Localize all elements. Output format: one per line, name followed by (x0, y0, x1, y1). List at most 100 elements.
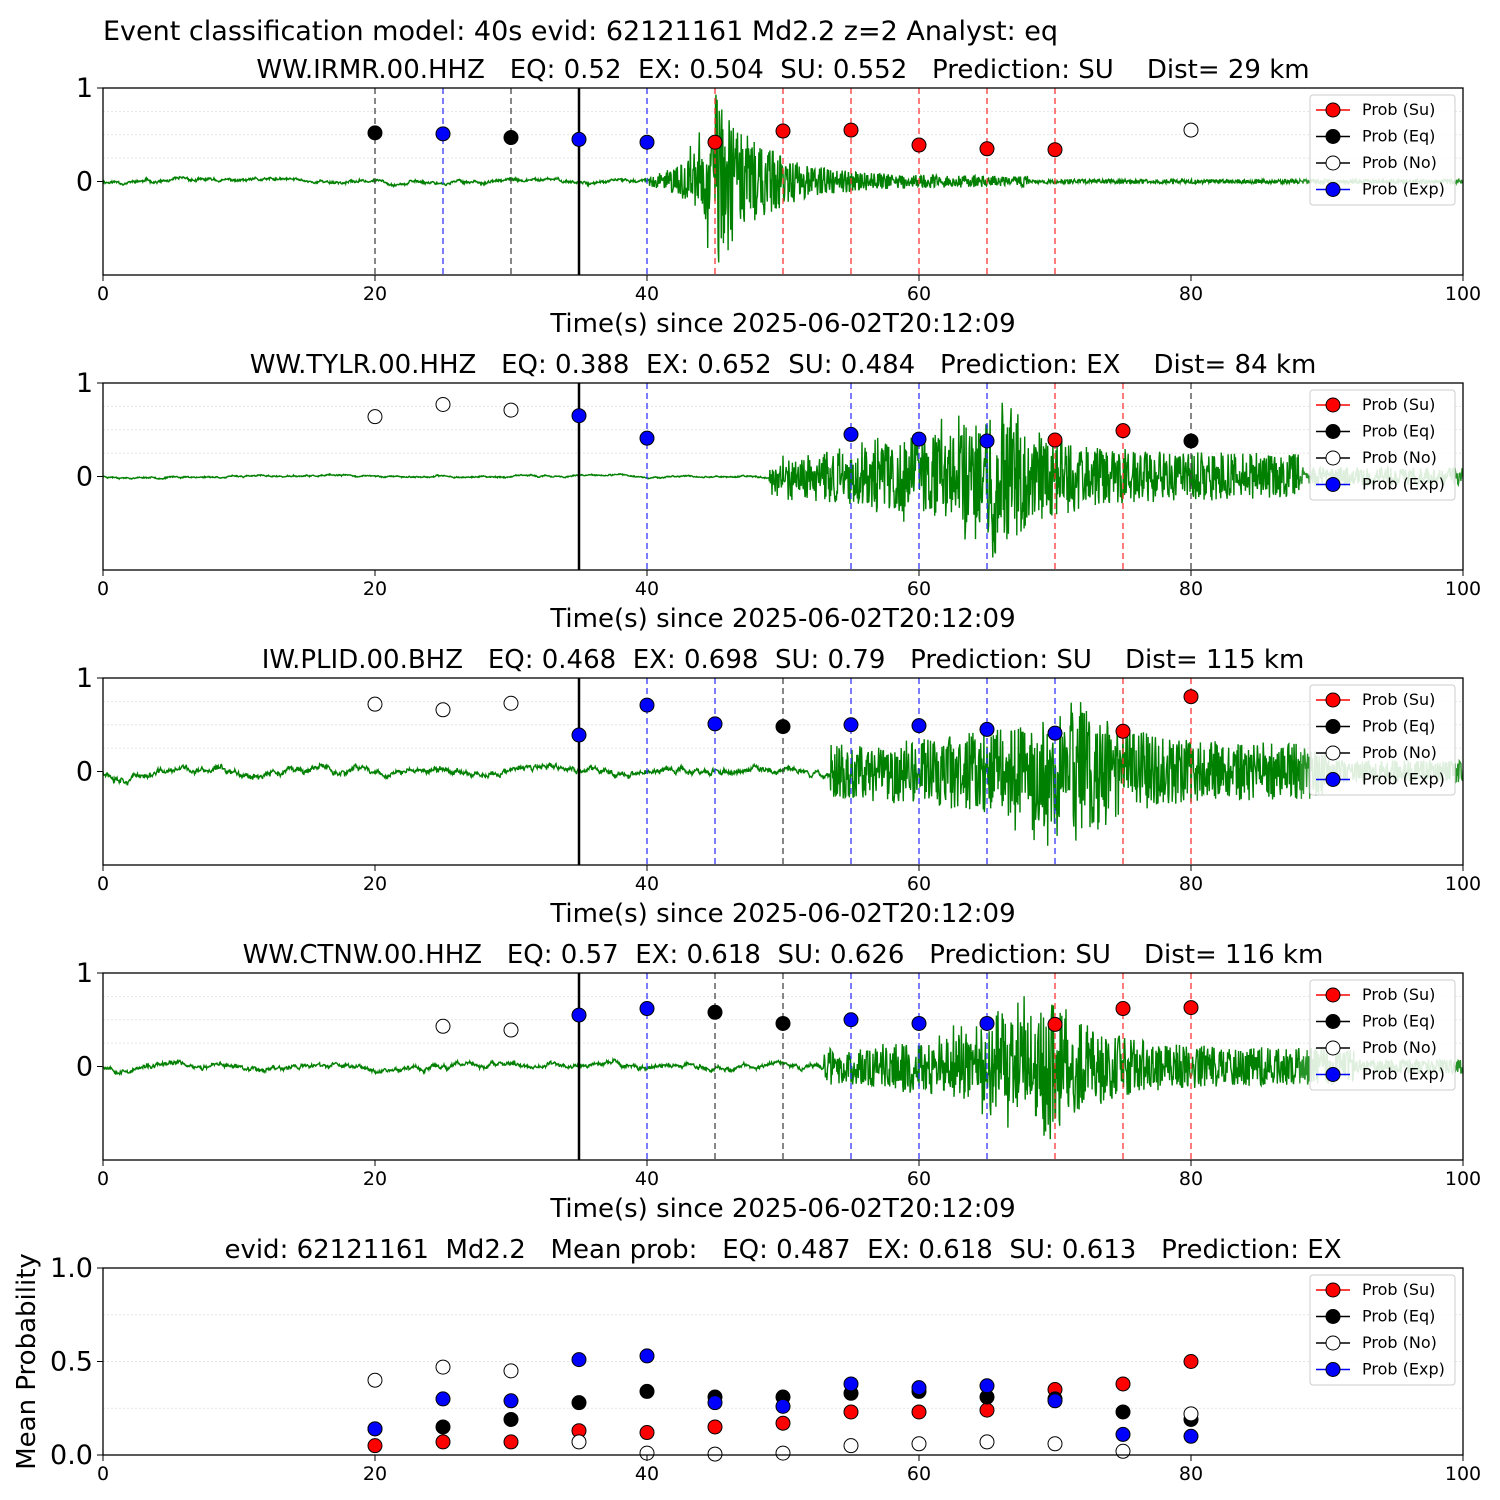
legend-marker-su (1325, 692, 1341, 708)
legend-box (1309, 979, 1456, 1091)
panel-5: 0 20 40 60 80 100 0.0 0.5 1.0 evid: 62121161 Md2.… (12, 1235, 1481, 1485)
legend-label-su: Prob (Su) (1362, 1280, 1435, 1299)
legend-label-no: Prob (No) (1362, 743, 1437, 762)
point-exp (639, 1001, 655, 1017)
panel-title: WW.CTNW.00.HHZ EQ: 0.57 EX: 0.618 SU: 0.… (243, 940, 1324, 970)
point-no (571, 1434, 587, 1450)
legend-box (1309, 94, 1456, 206)
point-eq (775, 1015, 791, 1031)
point-no (979, 1434, 995, 1450)
x-tick-label: 0 (97, 1463, 109, 1485)
point-su (775, 123, 791, 139)
point-exp (843, 1376, 859, 1392)
point-exp (843, 1012, 859, 1028)
x-tick-label: 100 (1445, 1463, 1481, 1485)
point-exp (639, 697, 655, 713)
point-eq (367, 125, 383, 141)
legend-marker-no (1325, 155, 1341, 171)
legend-marker-exp (1325, 772, 1341, 787)
point-exp (911, 1380, 927, 1396)
point-exp (571, 1007, 587, 1023)
legend-label-no: Prob (No) (1362, 153, 1437, 172)
panel-1: 0 20 40 60 80 100 0 1 WW.IRMR.00.HHZ EQ: 0.52 EX… (76, 55, 1481, 339)
legend-label-su: Prob (Su) (1362, 395, 1435, 414)
y-tick-label: 1 (76, 368, 93, 399)
point-eq (1115, 1404, 1131, 1420)
point-no (503, 1363, 519, 1379)
x-tick-label: 100 (1445, 578, 1481, 600)
legend-marker-eq (1325, 1014, 1341, 1029)
x-tick-label: 20 (363, 283, 387, 305)
legend-marker-su (1325, 987, 1341, 1003)
x-tick-label: 20 (363, 1463, 387, 1485)
legend-marker-exp (1325, 1067, 1341, 1082)
point-exp (707, 1395, 723, 1411)
point-eq (775, 719, 791, 735)
x-tick-label: 0 (97, 578, 109, 600)
y-tick-label: 0 (76, 167, 93, 198)
point-no (503, 402, 519, 418)
x-tick-label: 60 (907, 1168, 931, 1190)
panel-title: WW.IRMR.00.HHZ EQ: 0.52 EX: 0.504 SU: 0.… (256, 55, 1309, 85)
legend-marker-eq (1325, 719, 1341, 734)
point-no (911, 1436, 927, 1452)
legend-label-exp: Prob (Exp) (1362, 770, 1445, 789)
legend-label-su: Prob (Su) (1362, 100, 1435, 119)
legend-label-no: Prob (No) (1362, 1038, 1437, 1057)
point-su (979, 1402, 995, 1418)
legend-marker-no (1325, 745, 1341, 761)
legend-label-eq: Prob (Eq) (1362, 1307, 1435, 1326)
y-tick-label: 1 (76, 958, 93, 989)
point-exp (843, 426, 859, 442)
x-tick-label: 40 (635, 1168, 659, 1190)
point-exp (571, 408, 587, 424)
point-su (911, 1404, 927, 1420)
point-exp (1183, 1428, 1199, 1444)
y-tick-label: 0.0 (50, 1440, 93, 1471)
point-exp (503, 1393, 519, 1409)
point-no (1183, 122, 1199, 138)
plot-area (103, 973, 1463, 1160)
legend-label-exp: Prob (Exp) (1362, 1360, 1445, 1379)
y-tick-label: 0 (76, 462, 93, 493)
point-su (775, 1415, 791, 1431)
point-su (1115, 723, 1131, 739)
point-su (1183, 1354, 1199, 1369)
point-su (843, 1404, 859, 1420)
figure-title: Event classification model: 40s evid: 62… (103, 16, 1058, 47)
x-tick-label: 0 (97, 283, 109, 305)
point-exp (979, 721, 995, 737)
point-exp (911, 1015, 927, 1031)
x-tick-label: 100 (1445, 283, 1481, 305)
waveform-trace (103, 996, 1300, 1140)
point-exp (911, 431, 927, 447)
point-su (1115, 1001, 1131, 1017)
legend-label-eq: Prob (Eq) (1362, 127, 1435, 146)
x-axis-label: Time(s) since 2025-06-02T20:12:09 (549, 604, 1015, 634)
point-no (435, 397, 451, 413)
legend-marker-exp (1325, 182, 1341, 197)
x-axis-label: Time(s) since 2025-06-02T20:12:09 (549, 1194, 1015, 1224)
panel-title: WW.TYLR.00.HHZ EQ: 0.388 EX: 0.652 SU: 0… (250, 350, 1317, 380)
panel-title: evid: 62121161 Md2.2 Mean prob: EQ: 0.48… (224, 1235, 1341, 1265)
panel-2: 0 20 40 60 80 100 0 1 WW.TYLR.00.HHZ EQ: 0.388 E… (76, 350, 1481, 634)
x-tick-label: 80 (1179, 578, 1203, 600)
point-no (435, 702, 451, 718)
legend-label-no: Prob (No) (1362, 448, 1437, 467)
x-tick-label: 80 (1179, 1463, 1203, 1485)
x-tick-label: 20 (363, 1168, 387, 1190)
y-tick-label: 0.5 (50, 1347, 93, 1378)
point-no (435, 1018, 451, 1034)
y-tick-label: 0 (76, 757, 93, 788)
point-su (1047, 432, 1063, 448)
plot-area (103, 678, 1463, 865)
point-no (435, 1359, 451, 1375)
point-exp (571, 1352, 587, 1368)
point-no (503, 695, 519, 711)
point-su (1115, 1376, 1131, 1392)
legend-box (1309, 389, 1456, 501)
plot-area (103, 88, 1463, 275)
x-tick-label: 80 (1179, 1168, 1203, 1190)
x-tick-label: 40 (635, 578, 659, 600)
x-axis-label: Time(s) since 2025-06-02T20:12:09 (549, 309, 1015, 339)
